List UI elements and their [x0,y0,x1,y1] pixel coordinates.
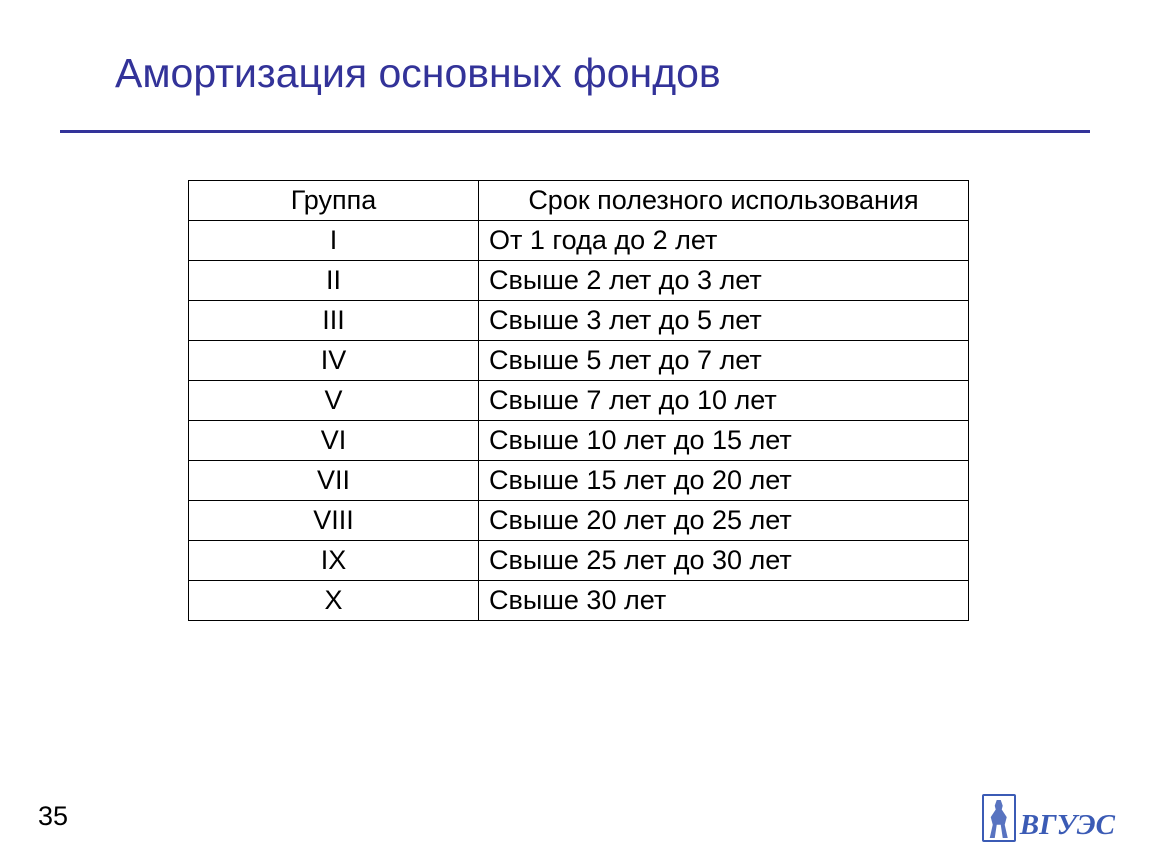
table-header-row: Группа Срок полезного использования [189,181,969,221]
logo-text: ВГУЭС [1020,809,1115,842]
logo-figure-icon [989,800,1009,838]
cell-group: IV [189,341,479,381]
title-underline [60,130,1090,133]
table-row: VIIIСвыше 20 лет до 25 лет [189,501,969,541]
table-header-life: Срок полезного использования [479,181,969,221]
cell-group: III [189,301,479,341]
cell-life: Свыше 5 лет до 7 лет [479,341,969,381]
cell-group: VIII [189,501,479,541]
cell-life: Свыше 2 лет до 3 лет [479,261,969,301]
table-row: VIIСвыше 15 лет до 20 лет [189,461,969,501]
cell-life: Свыше 20 лет до 25 лет [479,501,969,541]
cell-group: X [189,581,479,621]
cell-group: II [189,261,479,301]
table-row: IXСвыше 25 лет до 30 лет [189,541,969,581]
table-row: IVСвыше 5 лет до 7 лет [189,341,969,381]
table-header-group: Группа [189,181,479,221]
table-row: IОт 1 года до 2 лет [189,221,969,261]
table-row: VIСвыше 10 лет до 15 лет [189,421,969,461]
table-row: XСвыше 30 лет [189,581,969,621]
slide-title: Амортизация основных фондов [115,50,721,97]
cell-life: Свыше 15 лет до 20 лет [479,461,969,501]
cell-life: Свыше 30 лет [479,581,969,621]
cell-life: Свыше 3 лет до 5 лет [479,301,969,341]
cell-life: Свыше 25 лет до 30 лет [479,541,969,581]
slide: Амортизация основных фондов Группа Срок … [0,0,1150,864]
table-row: VСвыше 7 лет до 10 лет [189,381,969,421]
page-number: 35 [38,801,68,832]
cell-life: От 1 года до 2 лет [479,221,969,261]
cell-group: IX [189,541,479,581]
cell-group: VII [189,461,479,501]
table-row: IIIСвыше 3 лет до 5 лет [189,301,969,341]
table-body: IОт 1 года до 2 летIIСвыше 2 лет до 3 ле… [189,221,969,621]
cell-group: VI [189,421,479,461]
cell-group: V [189,381,479,421]
cell-group: I [189,221,479,261]
table-row: IIСвыше 2 лет до 3 лет [189,261,969,301]
logo: ВГУЭС [982,794,1115,842]
logo-figure-box [982,794,1016,842]
amortization-table-container: Группа Срок полезного использования IОт … [188,180,969,621]
amortization-table: Группа Срок полезного использования IОт … [188,180,969,621]
cell-life: Свыше 7 лет до 10 лет [479,381,969,421]
cell-life: Свыше 10 лет до 15 лет [479,421,969,461]
